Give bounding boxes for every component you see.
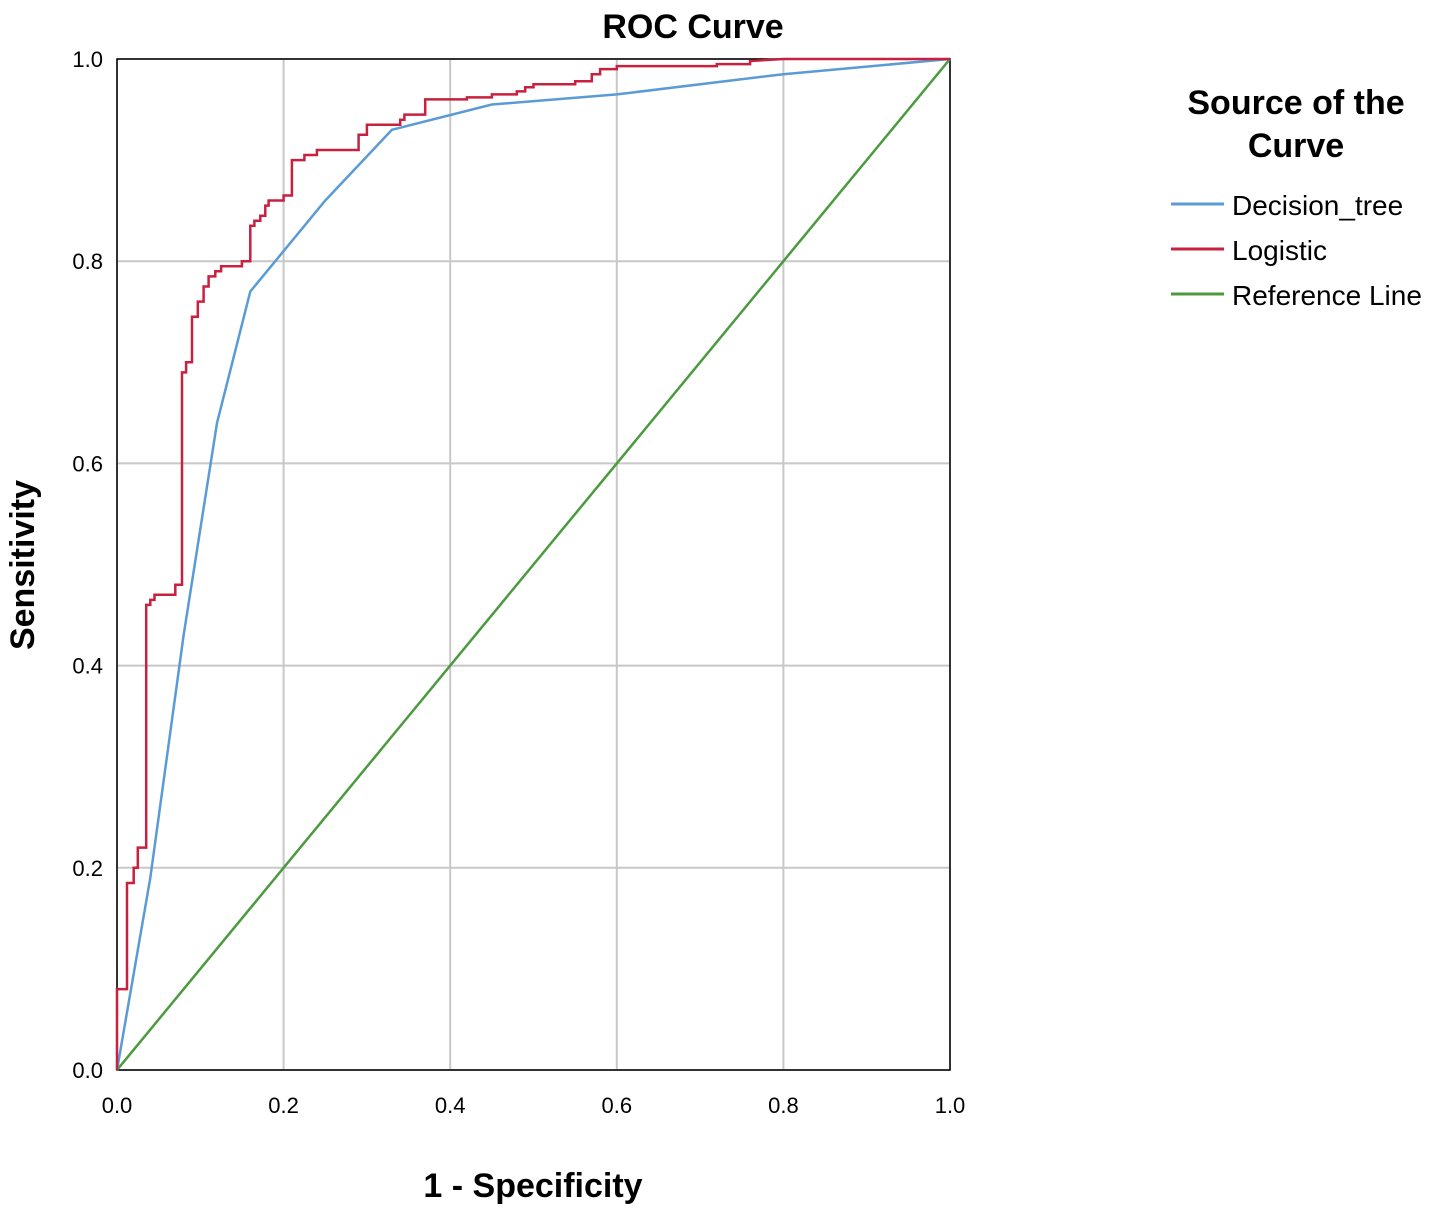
y-tick-label: 0.8 — [72, 249, 103, 274]
y-axis-label: Sensitivity — [4, 480, 42, 650]
legend-title-line-1: Source of the — [1187, 84, 1404, 122]
legend-label-decision-tree: Decision_tree — [1232, 190, 1403, 221]
series-line-decision-tree — [115, 57, 951, 1071]
x-tick-label: 1.0 — [935, 1093, 966, 1118]
y-tick-label: 0.4 — [72, 654, 103, 679]
y-tick-label: 0.6 — [72, 451, 103, 476]
x-tick-labels: 0.0 0.2 0.4 0.6 0.8 1.0 — [102, 1093, 966, 1118]
y-tick-label: 1.0 — [72, 47, 103, 72]
legend-title-line-2: Curve — [1248, 127, 1344, 165]
x-tick-label: 0.4 — [435, 1093, 466, 1118]
y-tick-label: 0.2 — [72, 856, 103, 881]
legend-items: Decision_tree Logistic Reference Line — [1171, 190, 1422, 311]
legend-label-logistic: Logistic — [1232, 235, 1327, 266]
series-layer — [115, 57, 951, 1071]
legend: Source of the Curve Decision_tree Logisti… — [1171, 84, 1422, 311]
x-tick-label: 0.0 — [102, 1093, 133, 1118]
x-tick-label: 0.6 — [602, 1093, 633, 1118]
y-tick-label: 0.0 — [72, 1058, 103, 1083]
x-tick-label: 0.8 — [768, 1093, 799, 1118]
series-line-reference-line — [116, 58, 951, 1071]
x-tick-label: 0.2 — [268, 1093, 299, 1118]
y-tick-labels: 0.0 0.2 0.4 0.6 0.8 1.0 — [72, 47, 103, 1083]
plot-frame — [116, 58, 951, 1071]
legend-label-reference-line: Reference Line — [1232, 280, 1422, 311]
series-line-logistic — [115, 57, 950, 1070]
x-axis-label: 1 - Specificity — [423, 1167, 642, 1205]
chart-title: ROC Curve — [602, 8, 783, 46]
